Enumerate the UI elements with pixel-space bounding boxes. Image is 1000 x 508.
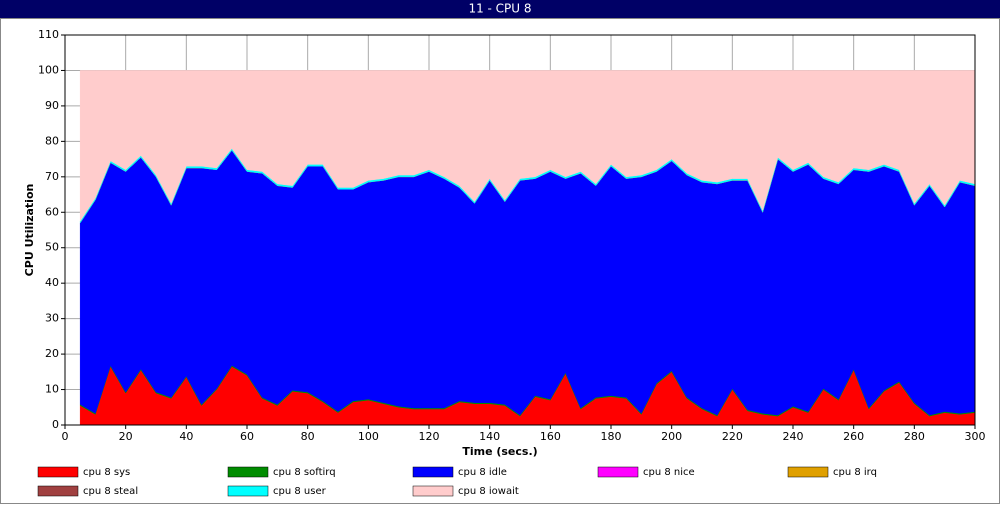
- x-tick-label: 140: [479, 430, 500, 443]
- y-tick-label: 70: [45, 170, 59, 183]
- legend-swatch: [412, 466, 454, 478]
- legend-label: cpu 8 user: [273, 486, 327, 497]
- x-tick-label: 200: [661, 430, 682, 443]
- legend-swatch: [787, 466, 829, 478]
- x-tick-label: 0: [62, 430, 69, 443]
- y-tick-label: 0: [52, 418, 59, 431]
- x-tick-label: 280: [904, 430, 925, 443]
- x-tick-label: 220: [722, 430, 743, 443]
- x-tick-label: 260: [843, 430, 864, 443]
- x-tick-label: 160: [540, 430, 561, 443]
- y-tick-label: 20: [45, 347, 59, 360]
- legend-swatch: [227, 466, 269, 478]
- legend-label: cpu 8 sys: [83, 467, 130, 478]
- legend-swatch: [597, 466, 639, 478]
- y-tick-label: 110: [38, 28, 59, 41]
- x-tick-label: 20: [119, 430, 133, 443]
- legend-label: cpu 8 softirq: [273, 467, 336, 478]
- x-tick-label: 300: [965, 430, 986, 443]
- y-axis-label: CPU Utilization: [23, 184, 36, 277]
- x-tick-label: 180: [601, 430, 622, 443]
- y-tick-label: 90: [45, 99, 59, 112]
- x-tick-label: 40: [179, 430, 193, 443]
- y-tick-label: 10: [45, 383, 59, 396]
- legend-swatch: [227, 485, 269, 497]
- legend-swatch: [412, 485, 454, 497]
- y-tick-label: 50: [45, 241, 59, 254]
- y-tick-label: 60: [45, 205, 59, 218]
- legend-label: cpu 8 idle: [458, 467, 507, 478]
- y-tick-label: 80: [45, 134, 59, 147]
- legend-label: cpu 8 steal: [83, 486, 138, 497]
- legend-label: cpu 8 irq: [833, 467, 877, 478]
- x-tick-label: 80: [301, 430, 315, 443]
- legend-label: cpu 8 iowait: [458, 486, 519, 497]
- title-bar: [0, 0, 1000, 18]
- x-tick-label: 100: [358, 430, 379, 443]
- x-tick-label: 120: [419, 430, 440, 443]
- y-tick-label: 30: [45, 312, 59, 325]
- x-tick-label: 60: [240, 430, 254, 443]
- legend-swatch: [37, 485, 79, 497]
- x-tick-label: 240: [783, 430, 804, 443]
- legend-label: cpu 8 nice: [643, 467, 695, 478]
- plot-border: [64, 34, 976, 426]
- y-tick-label: 100: [38, 63, 59, 76]
- y-tick-label: 40: [45, 276, 59, 289]
- area: [79, 149, 976, 416]
- legend-swatch: [37, 466, 79, 478]
- chart-title: 11 - CPU 8: [468, 2, 531, 16]
- x-axis-label: Time (secs.): [462, 445, 537, 458]
